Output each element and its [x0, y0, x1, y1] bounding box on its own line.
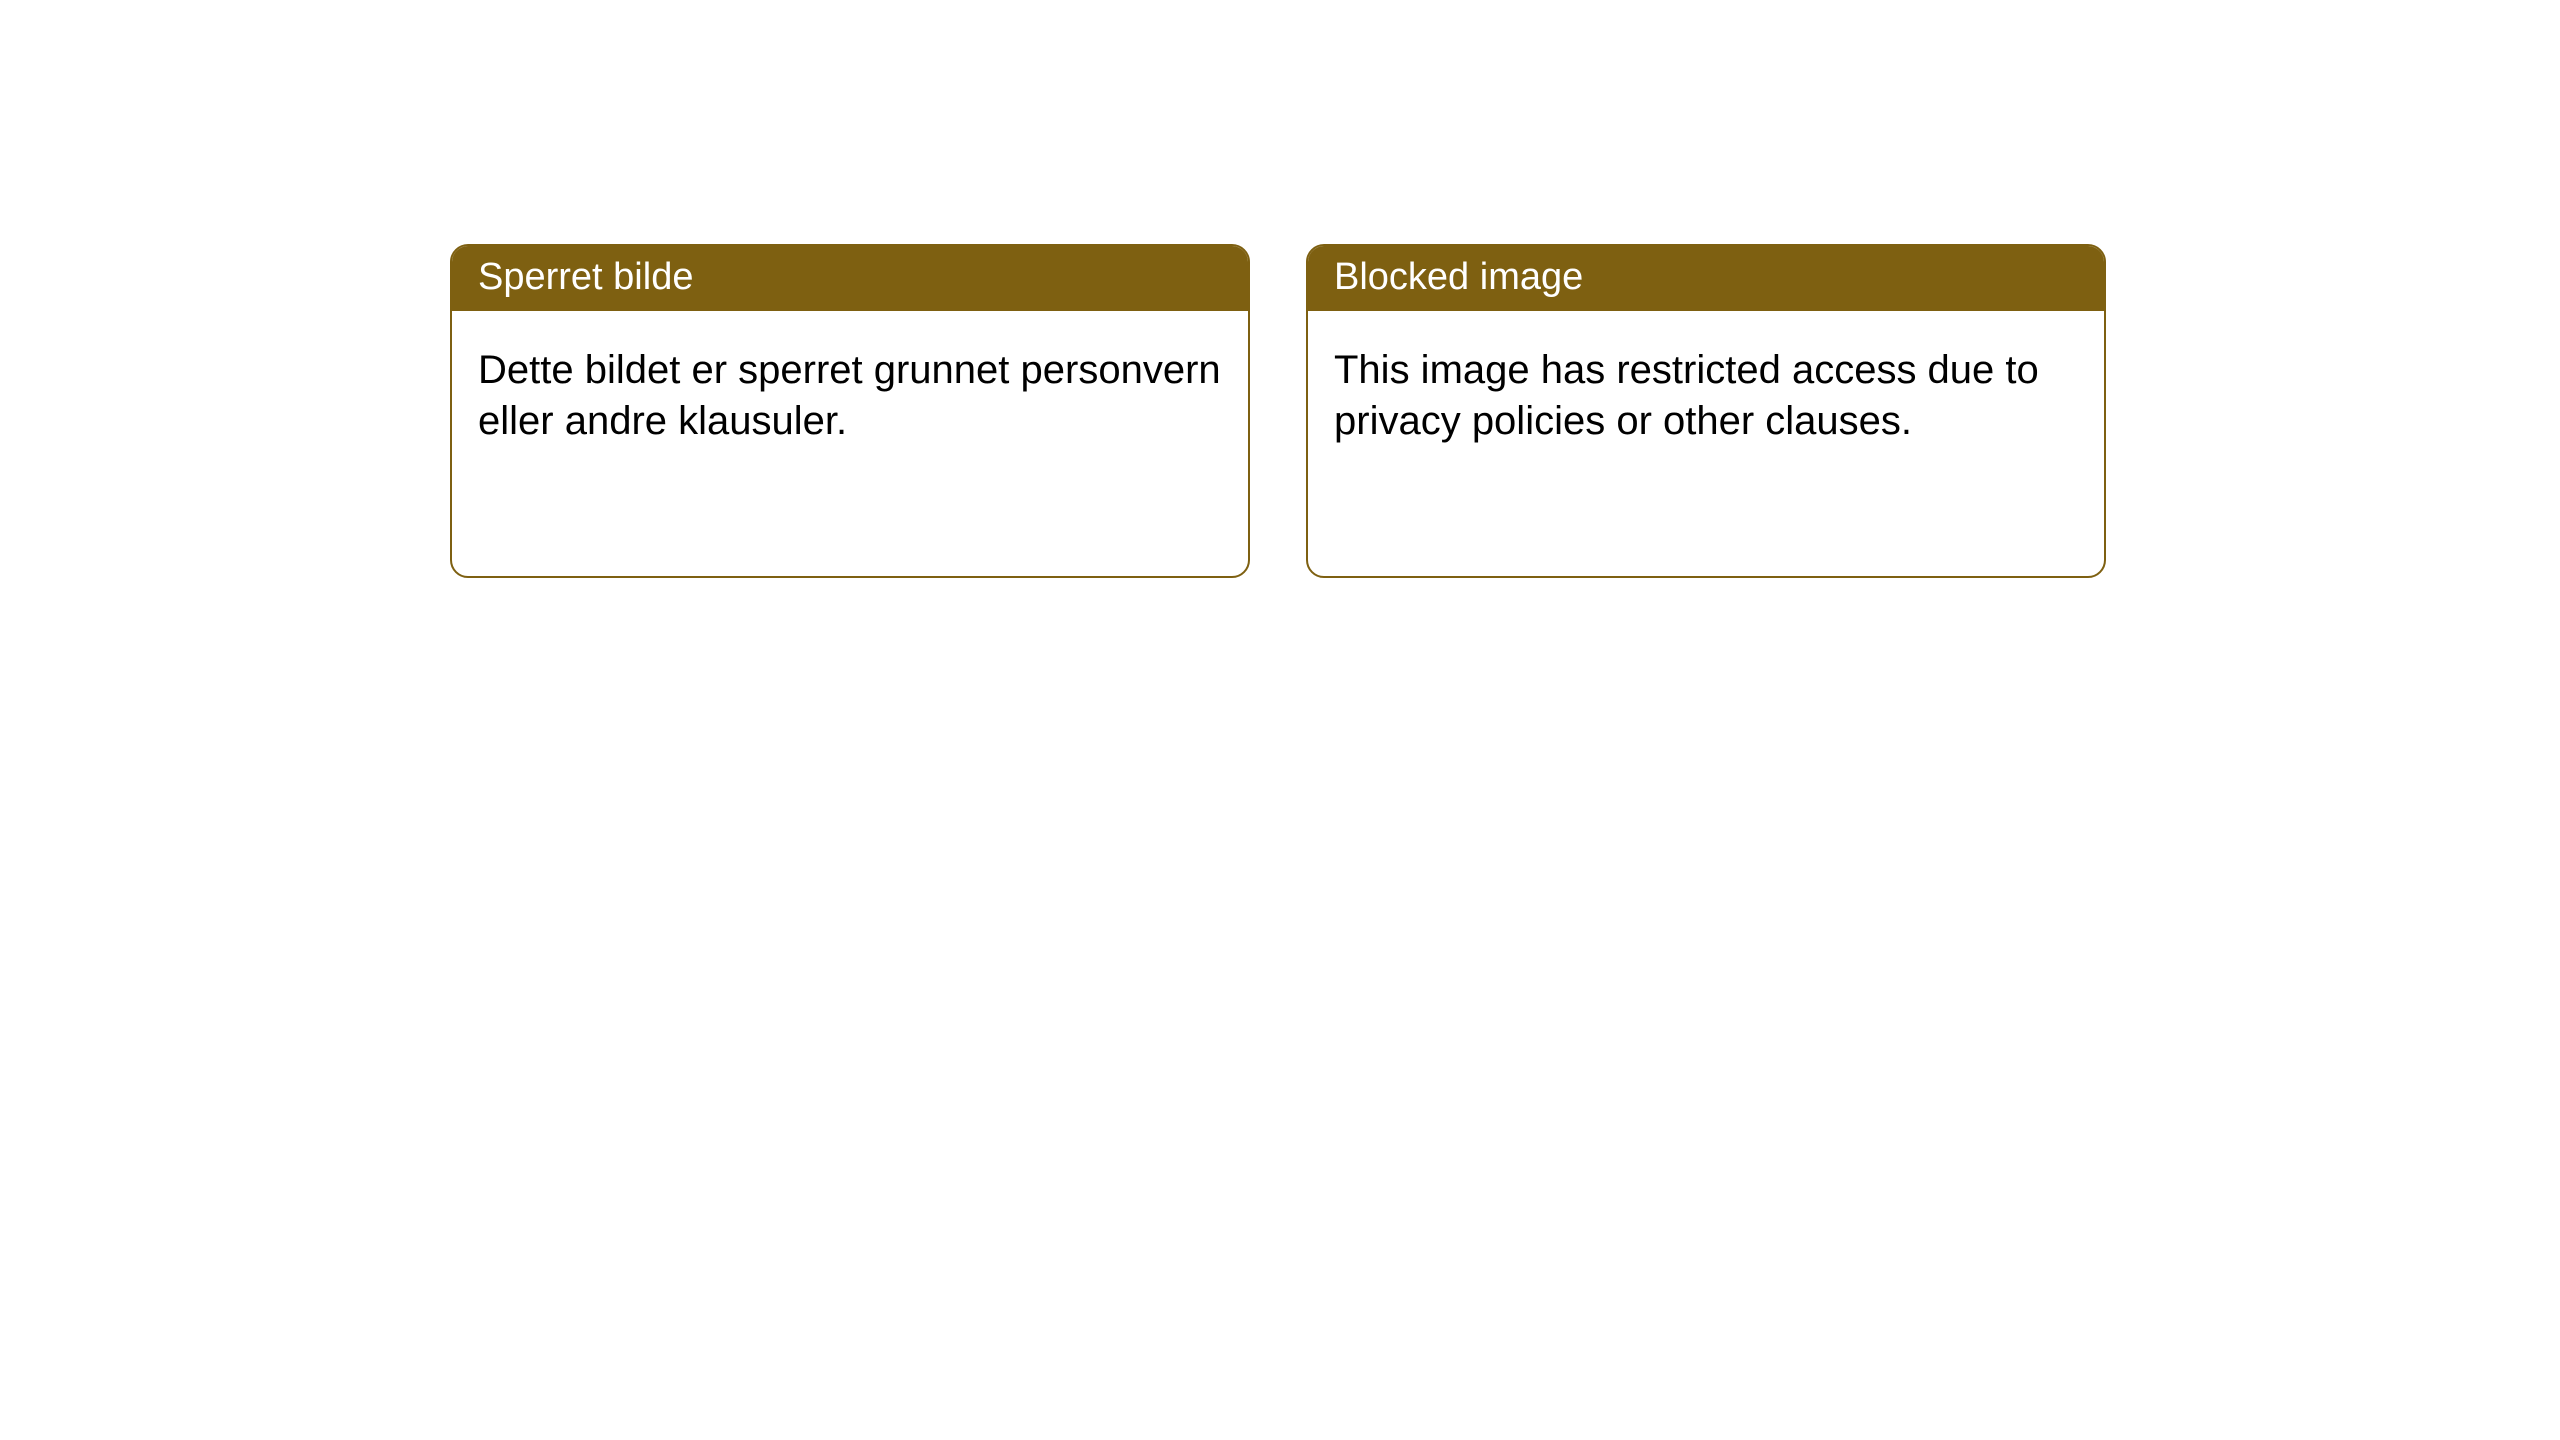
notice-container: Sperret bilde Dette bildet er sperret gr… [0, 0, 2560, 578]
notice-card-norwegian: Sperret bilde Dette bildet er sperret gr… [450, 244, 1250, 578]
notice-card-english: Blocked image This image has restricted … [1306, 244, 2106, 578]
notice-card-title: Sperret bilde [452, 246, 1248, 311]
notice-card-body: Dette bildet er sperret grunnet personve… [452, 311, 1248, 473]
notice-card-title: Blocked image [1308, 246, 2104, 311]
notice-card-body: This image has restricted access due to … [1308, 311, 2104, 473]
